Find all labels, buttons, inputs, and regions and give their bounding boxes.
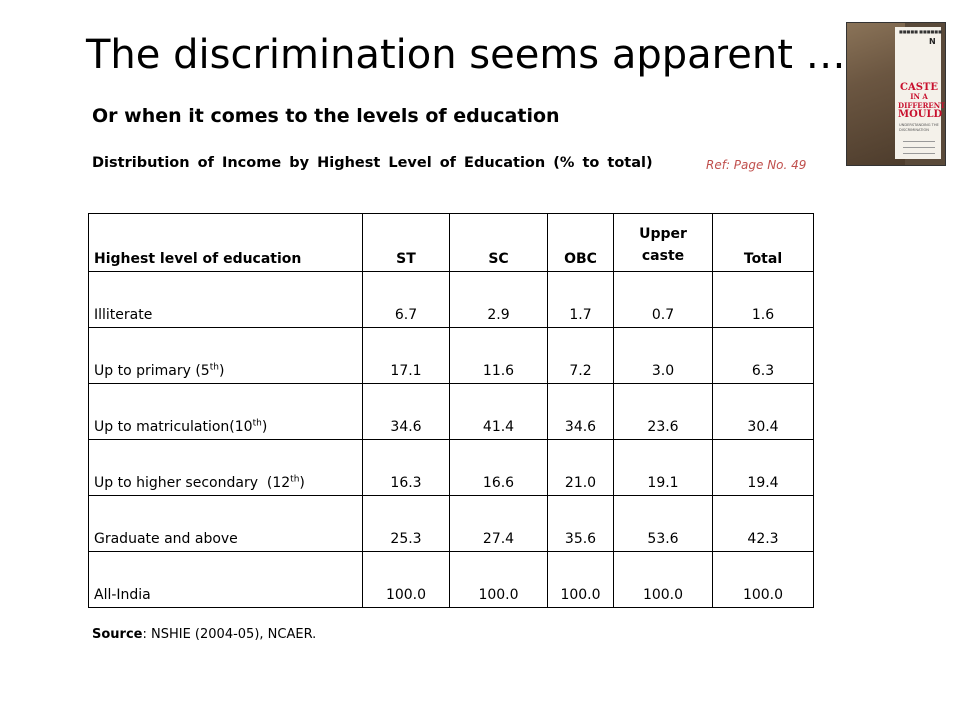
table-caption: Distribution of Income by Highest Level …	[92, 155, 653, 171]
value-cell: 19.1	[613, 439, 713, 496]
table-row: Up to higher secondary (12th) 16.3 16.6 21.…	[88, 439, 814, 496]
row-label: Up to higher secondary (12th)	[88, 439, 363, 496]
value-cell: 0.7	[613, 271, 713, 328]
header-cell: OBC	[547, 213, 614, 272]
header-cell: Highest level of education	[88, 213, 363, 272]
value-cell: 100.0	[449, 551, 548, 608]
value-cell: 7.2	[547, 327, 614, 384]
value-cell: 6.3	[712, 327, 814, 384]
table-row: Up to primary (5th) 17.1 11.6 7.2 3.0 6.3	[88, 327, 814, 384]
value-cell: 16.6	[449, 439, 548, 496]
value-cell: 42.3	[712, 495, 814, 552]
value-cell: 41.4	[449, 383, 548, 440]
slide-title: The discrimination seems apparent …	[86, 32, 846, 78]
value-cell: 17.1	[362, 327, 450, 384]
book-title: CASTE IN A DIFFERENT MOULD	[898, 82, 946, 120]
table-row: Graduate and above 25.3 27.4 35.6 53.6 42.3	[88, 495, 814, 552]
source-label: Source	[92, 627, 143, 642]
header-cell: Upper caste	[613, 213, 713, 272]
header-cell: Total	[712, 213, 814, 272]
row-label: Graduate and above	[88, 495, 363, 552]
value-cell: 100.0	[613, 551, 713, 608]
value-cell: 53.6	[613, 495, 713, 552]
value-cell: 2.9	[449, 271, 548, 328]
value-cell: 3.0	[613, 327, 713, 384]
row-label: Illiterate	[88, 271, 363, 328]
book-subtitle: UNDERSTANDING THE DISCRIMINATION	[899, 123, 939, 132]
source-text: : NSHIE (2004-05), NCAER.	[142, 627, 317, 642]
value-cell: 34.6	[547, 383, 614, 440]
publisher-logo-icon: N	[929, 37, 936, 46]
row-label: Up to primary (5th)	[88, 327, 363, 384]
book-author: ■■■■■ ■■■■■■	[899, 29, 942, 34]
table-row: Up to matriculation(10th) 34.6 41.4 34.6 23.…	[88, 383, 814, 440]
book-divider	[903, 141, 935, 142]
value-cell: 25.3	[362, 495, 450, 552]
table-header-row: Highest level of education ST SC OBC Upp…	[88, 213, 814, 272]
slide-subtitle: Or when it comes to the levels of educat…	[92, 105, 560, 127]
value-cell: 1.7	[547, 271, 614, 328]
value-cell: 100.0	[712, 551, 814, 608]
header-cell: SC	[449, 213, 548, 272]
value-cell: 100.0	[547, 551, 614, 608]
value-cell: 1.6	[712, 271, 814, 328]
source-note: Source: NSHIE (2004-05), NCAER.	[92, 627, 316, 642]
table-row: Illiterate 6.7 2.9 1.7 0.7 1.6	[88, 271, 814, 328]
book-cover-image: ■■■■■ ■■■■■■ N CASTE IN A DIFFERENT MOUL…	[846, 22, 946, 166]
table-row: All-India 100.0 100.0 100.0 100.0 100.0	[88, 551, 814, 608]
value-cell: 100.0	[362, 551, 450, 608]
book-divider	[903, 147, 935, 148]
row-label: All-India	[88, 551, 363, 608]
value-cell: 34.6	[362, 383, 450, 440]
value-cell: 16.3	[362, 439, 450, 496]
value-cell: 11.6	[449, 327, 548, 384]
value-cell: 35.6	[547, 495, 614, 552]
value-cell: 27.4	[449, 495, 548, 552]
book-divider	[903, 153, 935, 154]
page-reference: Ref: Page No. 49	[706, 158, 807, 172]
value-cell: 19.4	[712, 439, 814, 496]
value-cell: 6.7	[362, 271, 450, 328]
education-distribution-table: Highest level of education ST SC OBC Upp…	[88, 213, 814, 608]
value-cell: 21.0	[547, 439, 614, 496]
value-cell: 30.4	[712, 383, 814, 440]
book-cover-panel	[895, 27, 941, 159]
header-cell: ST	[362, 213, 450, 272]
value-cell: 23.6	[613, 383, 713, 440]
row-label: Up to matriculation(10th)	[88, 383, 363, 440]
